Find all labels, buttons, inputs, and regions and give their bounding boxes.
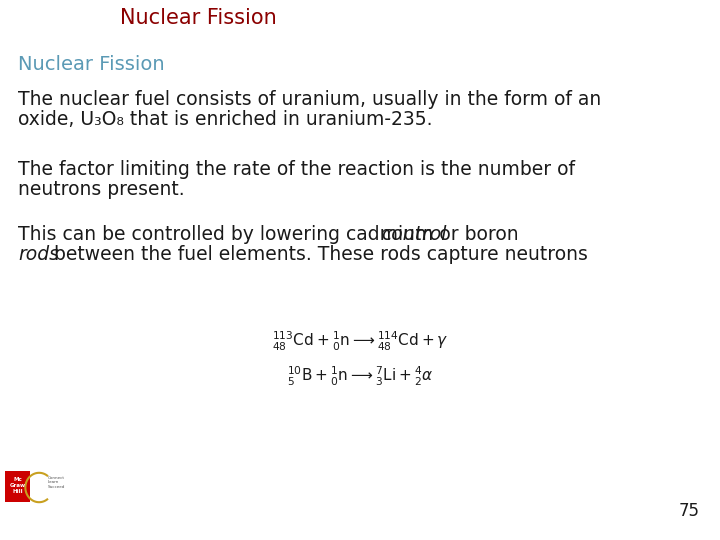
Text: This can be controlled by lowering cadmium or boron: This can be controlled by lowering cadmi… [18, 225, 525, 244]
Text: $^{113}_{48}\mathrm{Cd} + ^{1}_{0}\mathrm{n} \longrightarrow ^{114}_{48}\mathrm{: $^{113}_{48}\mathrm{Cd} + ^{1}_{0}\mathr… [271, 330, 449, 353]
Text: Nuclear Fission: Nuclear Fission [18, 55, 165, 74]
Text: control: control [382, 225, 447, 244]
Polygon shape [89, 0, 108, 38]
FancyBboxPatch shape [5, 471, 30, 502]
Text: The factor limiting the rate of the reaction is the number of: The factor limiting the rate of the reac… [18, 160, 575, 179]
Text: The nuclear fuel consists of uranium, usually in the form of an: The nuclear fuel consists of uranium, us… [18, 90, 601, 109]
Text: Nuclear Fission: Nuclear Fission [120, 8, 276, 28]
Text: between the fuel elements. These rods capture neutrons: between the fuel elements. These rods ca… [48, 245, 588, 264]
Text: $^{10}_{5}\mathrm{B} + ^{1}_{0}\mathrm{n} \longrightarrow ^{7}_{3}\mathrm{Li} + : $^{10}_{5}\mathrm{B} + ^{1}_{0}\mathrm{n… [287, 365, 433, 388]
Text: 75: 75 [679, 502, 700, 520]
Text: 20.5: 20.5 [12, 9, 63, 29]
Text: oxide, U₃O₈ that is enriched in uranium-235.: oxide, U₃O₈ that is enriched in uranium-… [18, 110, 433, 129]
Text: rods: rods [18, 245, 59, 264]
Text: neutrons present.: neutrons present. [18, 180, 184, 199]
Text: Mc
Graw
Hill: Mc Graw Hill [9, 477, 25, 494]
Text: Connect
Learn
Succeed: Connect Learn Succeed [48, 476, 66, 489]
